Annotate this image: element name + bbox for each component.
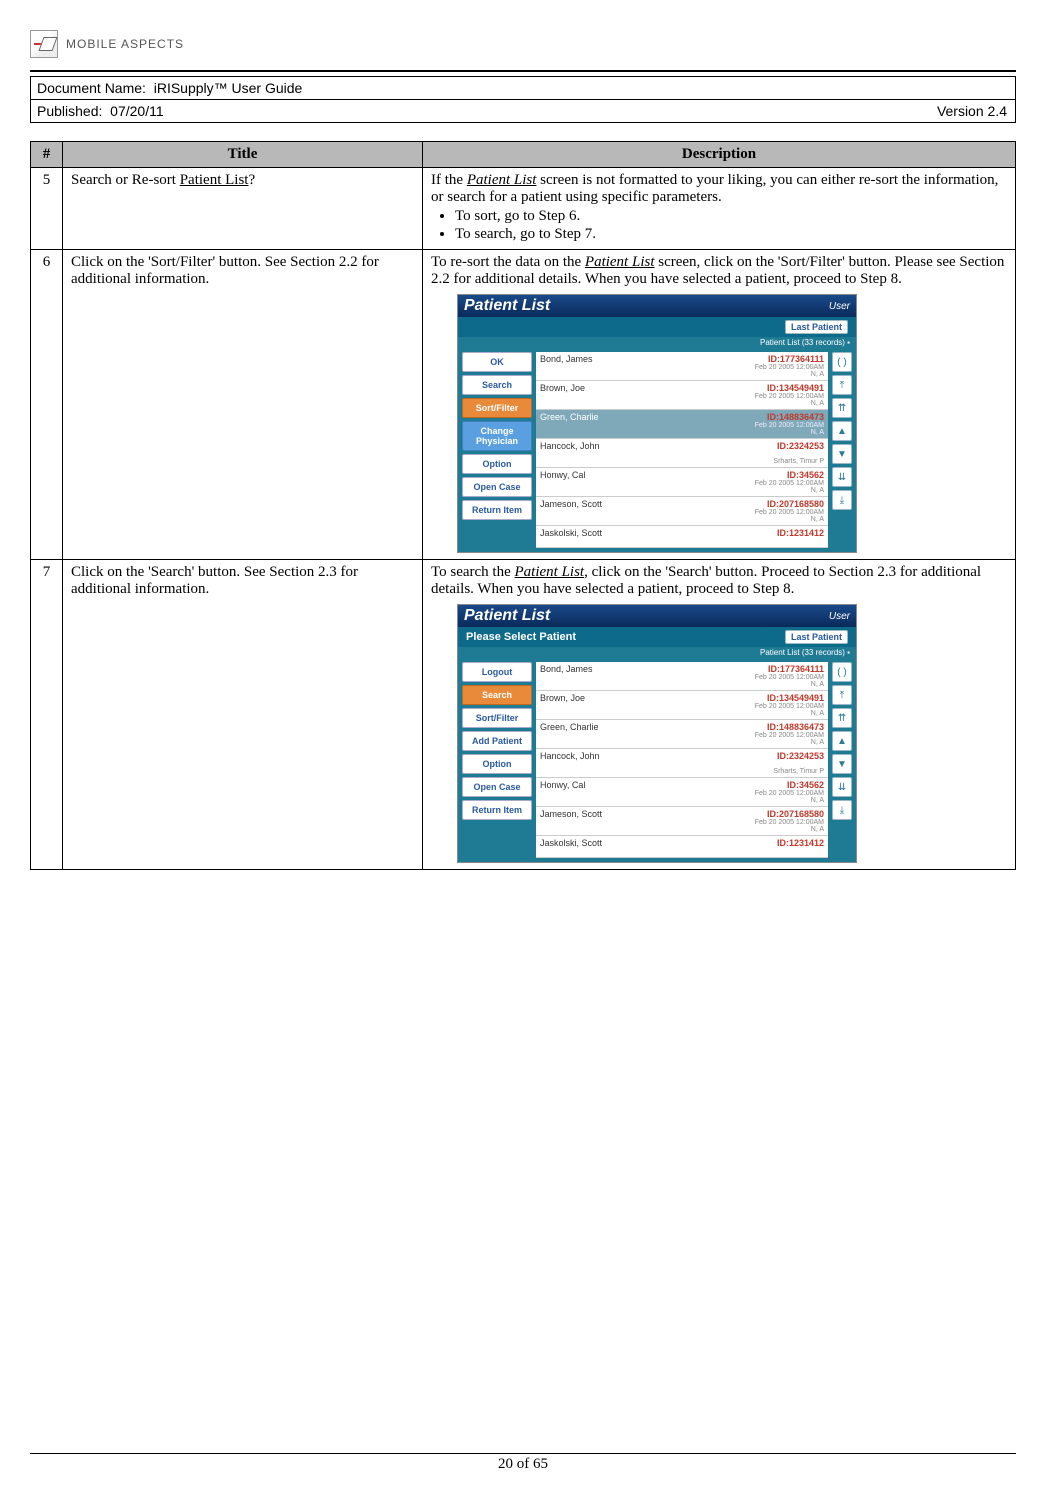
meta-block: Document Name: iRISupply™ User Guide Pub… — [30, 76, 1016, 123]
shot-nav-button[interactable]: ⇊ — [832, 467, 852, 487]
shot-button[interactable]: Search — [462, 375, 532, 395]
page-number: 20 of 65 — [30, 1456, 1016, 1473]
shot-nav-button[interactable]: ▼ — [832, 754, 852, 774]
steps-table: # Title Description 5Search or Re-sort P… — [30, 141, 1016, 870]
patient-row[interactable]: Green, CharlieID:148836473Feb 20 2005 12… — [536, 720, 828, 749]
doc-name: Document Name: iRISupply™ User Guide — [31, 77, 1015, 99]
shot-button[interactable]: Change Physician — [462, 421, 532, 451]
patient-row[interactable]: Honwy, CalID:34562Feb 20 2005 12:00AMN, … — [536, 778, 828, 807]
shot-nav-button[interactable]: ( ) — [832, 352, 852, 372]
shot-nav-button[interactable]: ⤓ — [832, 490, 852, 510]
shot-nav-button[interactable]: ⤓ — [832, 800, 852, 820]
col-num-header: # — [31, 142, 63, 168]
patient-row[interactable]: Honwy, CalID:34562Feb 20 2005 12:00AMN, … — [536, 468, 828, 497]
patient-row[interactable]: Jameson, ScottID:207168580Feb 20 2005 12… — [536, 497, 828, 526]
shot-button[interactable]: Open Case — [462, 777, 532, 797]
shot-button[interactable]: Search — [462, 685, 532, 705]
shot-button[interactable]: Open Case — [462, 477, 532, 497]
doc-name-label: Document Name: — [37, 80, 146, 96]
shot-button[interactable]: Add Patient — [462, 731, 532, 751]
step-description: If the Patient List screen is not format… — [423, 168, 1016, 250]
step-title: Search or Re-sort Patient List? — [63, 168, 423, 250]
patient-row[interactable]: Brown, JoeID:134549491Feb 20 2005 12:00A… — [536, 691, 828, 720]
patient-row[interactable]: Bond, JamesID:177364111Feb 20 2005 12:00… — [536, 662, 828, 691]
step-number: 5 — [31, 168, 63, 250]
step-description: To re-sort the data on the Patient List … — [423, 250, 1016, 560]
patient-row[interactable]: Jaskolski, ScottID:1231412 — [536, 526, 828, 548]
patient-row[interactable]: Green, CharlieID:148836473Feb 20 2005 12… — [536, 410, 828, 439]
table-row: 6Click on the 'Sort/Filter' button. See … — [31, 250, 1016, 560]
patient-row[interactable]: Hancock, JohnID:2324253Srharts, Timur P — [536, 439, 828, 468]
screenshot: Patient ListUserPlease Select PatientLas… — [457, 604, 857, 863]
published: Published: 07/20/11 — [31, 100, 929, 122]
bullet-item: To sort, go to Step 6. — [455, 208, 1007, 225]
shot-button[interactable]: Sort/Filter — [462, 398, 532, 418]
shot-nav-button[interactable]: ▲ — [832, 421, 852, 441]
step-number: 7 — [31, 560, 63, 870]
shot-nav-button[interactable]: ⇈ — [832, 398, 852, 418]
shot-button[interactable]: Sort/Filter — [462, 708, 532, 728]
logo-text: MOBILE ASPECTS — [66, 37, 184, 51]
table-row: 5Search or Re-sort Patient List?If the P… — [31, 168, 1016, 250]
header-divider — [30, 70, 1016, 72]
bullet-item: To search, go to Step 7. — [455, 226, 1007, 243]
last-patient-button[interactable]: Last Patient — [785, 630, 848, 644]
footer: 20 of 65 — [30, 1453, 1016, 1473]
patient-row[interactable]: Bond, JamesID:177364111Feb 20 2005 12:00… — [536, 352, 828, 381]
shot-nav-button[interactable]: ( ) — [832, 662, 852, 682]
patient-row[interactable]: Hancock, JohnID:2324253Srharts, Timur P — [536, 749, 828, 778]
step-title: Click on the 'Search' button. See Sectio… — [63, 560, 423, 870]
patient-row[interactable]: Jameson, ScottID:207168580Feb 20 2005 12… — [536, 807, 828, 836]
step-description: To search the Patient List, click on the… — [423, 560, 1016, 870]
shot-button[interactable]: Return Item — [462, 500, 532, 520]
shot-nav-button[interactable]: ⤒ — [832, 375, 852, 395]
last-patient-button[interactable]: Last Patient — [785, 320, 848, 334]
step-title: Click on the 'Sort/Filter' button. See S… — [63, 250, 423, 560]
screenshot: Patient ListUserLast PatientPatient List… — [457, 294, 857, 553]
shot-nav-button[interactable]: ▲ — [832, 731, 852, 751]
col-title-header: Title — [63, 142, 423, 168]
col-desc-header: Description — [423, 142, 1016, 168]
doc-name-value: iRISupply™ User Guide — [154, 80, 303, 96]
shot-nav-button[interactable]: ▼ — [832, 444, 852, 464]
patient-row[interactable]: Brown, JoeID:134549491Feb 20 2005 12:00A… — [536, 381, 828, 410]
shot-button[interactable]: Logout — [462, 662, 532, 682]
shot-nav-button[interactable]: ⤒ — [832, 685, 852, 705]
shot-nav-button[interactable]: ⇊ — [832, 777, 852, 797]
step-number: 6 — [31, 250, 63, 560]
shot-button[interactable]: Option — [462, 754, 532, 774]
published-label: Published: — [37, 103, 102, 119]
shot-button[interactable]: Option — [462, 454, 532, 474]
logo-block: MOBILE ASPECTS — [30, 30, 1016, 58]
patient-row[interactable]: Jaskolski, ScottID:1231412 — [536, 836, 828, 858]
table-row: 7Click on the 'Search' button. See Secti… — [31, 560, 1016, 870]
version: Version 2.4 — [929, 100, 1015, 122]
logo-icon — [30, 30, 58, 58]
shot-button[interactable]: OK — [462, 352, 532, 372]
shot-nav-button[interactable]: ⇈ — [832, 708, 852, 728]
shot-button[interactable]: Return Item — [462, 800, 532, 820]
published-date: 07/20/11 — [110, 103, 163, 119]
